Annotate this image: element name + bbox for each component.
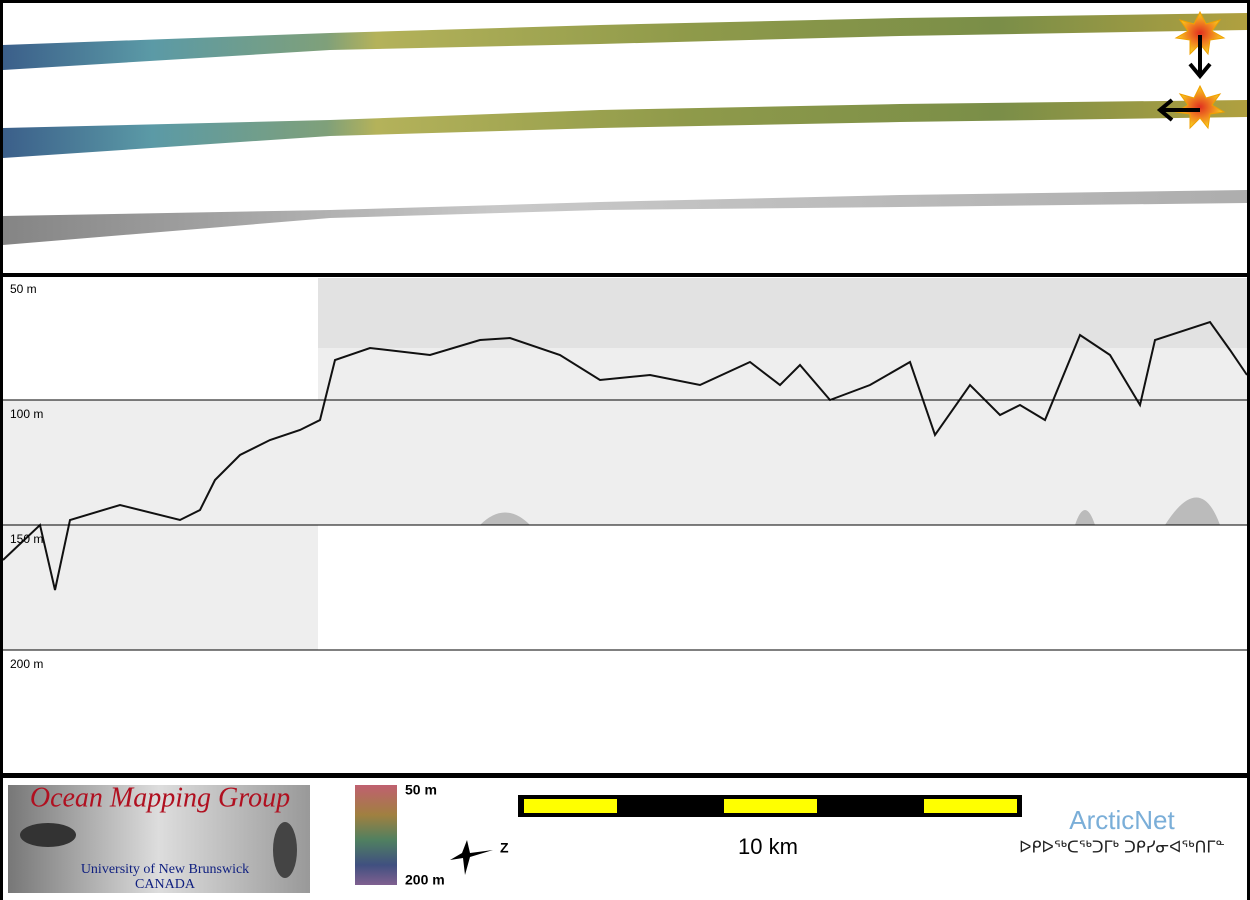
partner-syllabics: ᐅᑭᐅᖅᑕᖅᑐᒥᒃ ᑐᑭᓯᓂᐊᖅᑎᒥᓐ xyxy=(1019,838,1225,857)
scale-segment xyxy=(724,799,817,813)
vessel-marker xyxy=(1174,84,1226,130)
north-label: Z xyxy=(500,840,509,856)
scale-segment xyxy=(524,799,617,813)
arrow xyxy=(1188,35,1212,80)
bathymetry-swath xyxy=(3,100,1247,158)
logo-figure xyxy=(20,823,76,847)
depth-label: 100 m xyxy=(10,407,43,421)
north-arrow xyxy=(450,840,493,875)
scale-segment xyxy=(924,799,1017,813)
panel-border xyxy=(0,775,1250,900)
colorbar-label: 200 m xyxy=(405,872,445,888)
logo-country: CANADA xyxy=(135,877,196,892)
partner-name: ArcticNet xyxy=(1069,805,1175,835)
colorbar xyxy=(355,785,397,885)
logo-institution: University of New Brunswick xyxy=(81,862,249,877)
swath-panel xyxy=(0,0,1250,276)
scale-label: 10 km xyxy=(738,834,798,859)
depth-label: 200 m xyxy=(10,657,43,671)
logo-title: Ocean Mapping Group xyxy=(30,782,290,813)
depth-label: 50 m xyxy=(10,282,37,296)
panel-border xyxy=(0,274,1250,776)
arrow xyxy=(1156,98,1200,122)
seafloor-echo xyxy=(2,320,1248,591)
profile-panel: 50 m 100 m 150 m 200 m xyxy=(0,274,1250,776)
echo-noise xyxy=(318,278,1247,348)
legend-panel: Ocean Mapping Group University of New Br… xyxy=(0,775,1250,900)
bathymetry-swath xyxy=(3,13,1247,70)
colorbar-label: 50 m xyxy=(405,782,437,798)
depth-label: 150 m xyxy=(10,532,43,546)
logo-figure xyxy=(273,822,297,878)
backscatter-swath xyxy=(3,190,1247,245)
